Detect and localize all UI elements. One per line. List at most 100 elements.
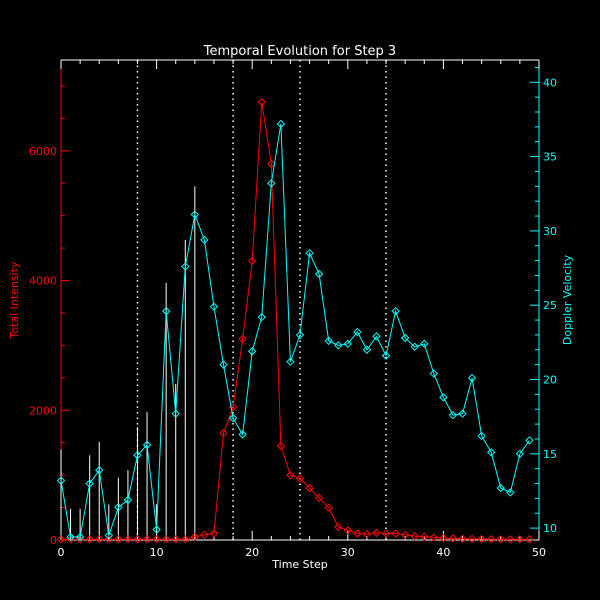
- velocity-point: [400, 333, 410, 343]
- velocity-point: [486, 448, 496, 457]
- intensity-point: [448, 534, 458, 543]
- intensity-point: [114, 535, 123, 544]
- right-tick-label: 40: [543, 76, 557, 89]
- velocity-point: [66, 532, 75, 542]
- intensity-point: [467, 534, 477, 544]
- velocity-point: [161, 306, 171, 316]
- x-tick-label: 50: [532, 546, 546, 559]
- intensity-point: [372, 528, 381, 538]
- velocity-point: [429, 369, 439, 378]
- intensity-point: [400, 530, 410, 540]
- velocity-point: [410, 342, 419, 352]
- velocity-point: [56, 476, 66, 485]
- velocity-point: [353, 327, 362, 337]
- velocity-point: [152, 525, 161, 534]
- intensity-point: [295, 474, 305, 483]
- velocity-point: [200, 235, 209, 245]
- velocity-point: [324, 336, 333, 346]
- intensity-point: [190, 532, 200, 541]
- intensity-point: [506, 535, 515, 544]
- intensity-point: [496, 535, 505, 544]
- velocity-point: [525, 436, 534, 445]
- intensity-point: [429, 533, 439, 542]
- plot-area: 0 10 20 30 40 50 0 2000 4000 6000 10 15 20 25 30 35 40: [29, 59, 557, 559]
- velocity-point: [75, 532, 85, 542]
- right-tick-label: 15: [543, 448, 557, 461]
- velocity-point: [496, 483, 505, 493]
- right-tick-label: 25: [543, 299, 557, 312]
- velocity-point: [391, 306, 400, 316]
- intensity-point: [247, 256, 257, 266]
- x-tick-label: 10: [150, 546, 164, 559]
- x-tick-label: 20: [245, 546, 259, 559]
- velocity-point: [305, 248, 314, 258]
- velocity-point: [314, 269, 324, 279]
- velocity-point: [477, 431, 486, 441]
- intensity-point: [267, 159, 276, 168]
- intensity-point: [324, 503, 333, 512]
- velocity-point: [448, 410, 458, 420]
- velocity-point: [381, 351, 391, 360]
- intensity-point: [181, 535, 190, 544]
- intensity-point: [85, 535, 94, 544]
- intensity-point: [200, 530, 209, 540]
- intensity-point: [305, 483, 314, 493]
- intensity-point: [56, 535, 66, 544]
- velocity-point: [219, 360, 228, 369]
- intensity-point: [353, 529, 362, 538]
- velocity-point: [515, 449, 525, 459]
- velocity-point: [362, 345, 372, 354]
- x-tick-label: 0: [58, 546, 65, 559]
- intensity-point: [343, 526, 353, 535]
- velocity-point: [420, 339, 429, 349]
- intensity-point: [219, 428, 228, 438]
- velocity-point: [228, 413, 238, 423]
- intensity-point: [362, 529, 372, 539]
- right-tick-label: 30: [543, 225, 557, 238]
- velocity-point: [343, 339, 353, 349]
- velocity-point: [458, 409, 467, 418]
- intensity-point: [458, 534, 467, 543]
- intensity-point: [515, 535, 525, 544]
- velocity-point: [238, 430, 247, 439]
- velocity-point: [95, 465, 104, 475]
- intensity-point: [477, 534, 486, 544]
- intensity-point: [286, 470, 295, 480]
- velocity-point: [295, 330, 305, 340]
- intensity-point: [525, 535, 534, 544]
- intensity-point: [410, 531, 419, 541]
- intensity-point: [171, 535, 180, 544]
- intensity-point: [142, 535, 152, 544]
- velocity-point: [142, 440, 152, 450]
- velocity-point: [104, 531, 114, 540]
- x-tick-label: 30: [341, 546, 355, 559]
- velocity-point: [247, 347, 257, 356]
- intensity-point: [104, 535, 114, 544]
- intensity-point: [314, 493, 324, 503]
- x-axis-label: Time Step: [271, 558, 327, 571]
- intensity-point: [486, 535, 496, 544]
- intensity-point: [391, 529, 400, 538]
- left-tick-label: 4000: [29, 275, 57, 288]
- velocity-point: [257, 312, 266, 322]
- intensity-point: [439, 533, 448, 543]
- right-tick-label: 10: [543, 522, 557, 535]
- intensity-point: [381, 529, 391, 538]
- intensity-point: [420, 532, 429, 541]
- right-tick-label: 20: [543, 374, 557, 387]
- velocity-point: [286, 357, 295, 366]
- velocity-point: [114, 503, 123, 512]
- velocity-point: [85, 479, 94, 488]
- x-tick-label: 40: [436, 546, 450, 559]
- velocity-point: [209, 302, 219, 311]
- intensity-point: [152, 535, 161, 544]
- left-axis-label: Total Intensity: [8, 261, 21, 340]
- velocity-point: [171, 409, 180, 418]
- left-tick-label: 0: [50, 534, 57, 547]
- intensity-point: [209, 529, 219, 538]
- velocity-point: [123, 495, 133, 505]
- intensity-point: [123, 535, 133, 544]
- intensity-point: [161, 535, 171, 544]
- velocity-point: [267, 179, 276, 188]
- velocity-point: [372, 332, 381, 341]
